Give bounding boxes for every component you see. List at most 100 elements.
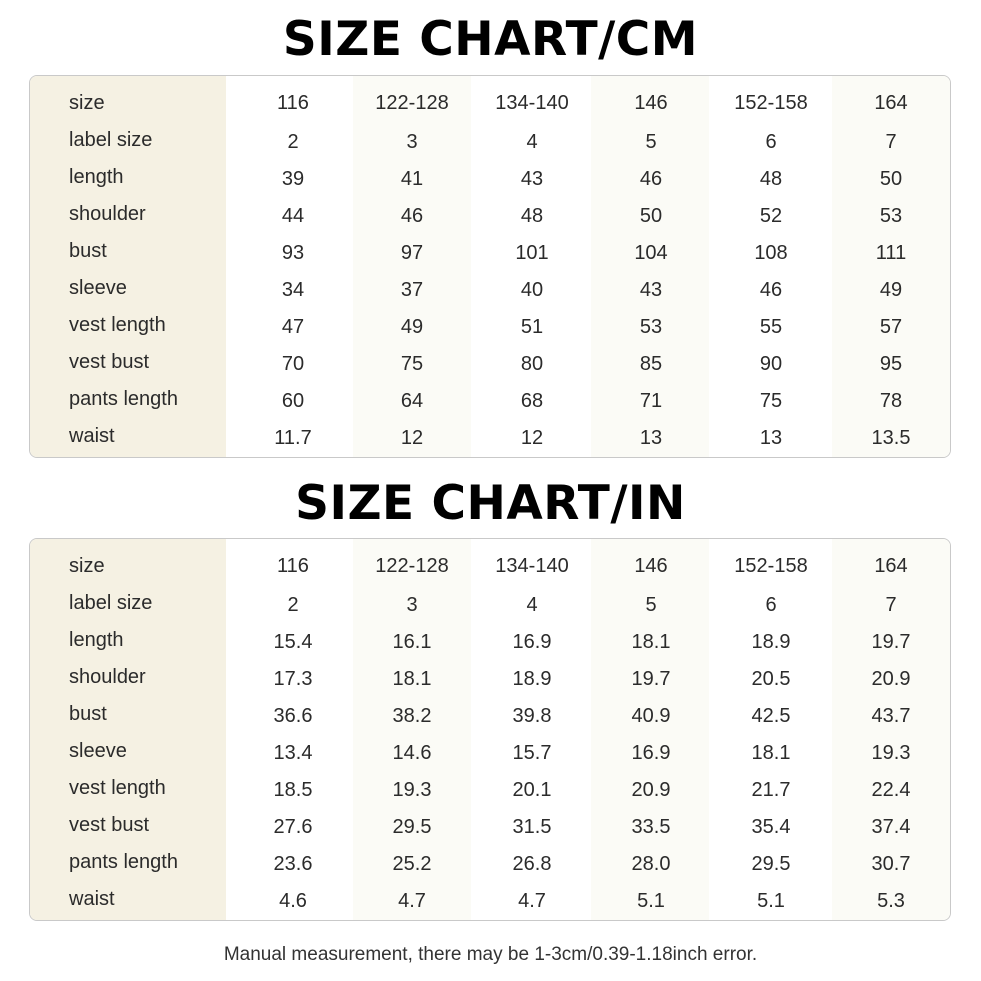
table-cell: 13	[639, 427, 663, 449]
table-cell: 43	[639, 279, 663, 301]
table-cell: 111	[875, 242, 907, 264]
table-cell: 85	[639, 353, 663, 375]
table-cell: 37.4	[871, 816, 911, 838]
table-cell: 3	[406, 594, 418, 616]
table-cell: 13.4	[273, 742, 313, 764]
table-cell: 52	[759, 205, 783, 227]
table-cell: 43	[520, 168, 544, 190]
table-cell: 152-158	[734, 92, 808, 114]
column-shade	[591, 76, 709, 457]
table-cell: 95	[879, 353, 903, 375]
column-shade	[591, 539, 709, 920]
row-label: waist	[69, 888, 115, 910]
table-cell: 60	[281, 390, 305, 412]
label-column-background	[30, 76, 226, 457]
table-cell: 18.1	[392, 668, 432, 690]
table-cell: 46	[400, 205, 424, 227]
table-cell: 70	[281, 353, 305, 375]
table-row: length 39 41 43 46 48 50	[30, 159, 950, 196]
in-chart-title: SIZE CHART/IN	[295, 476, 686, 531]
table-cell: 21.7	[751, 779, 791, 801]
table-row: bust 93 97 101 104 108 111	[30, 233, 950, 270]
table-cell: 4.7	[518, 890, 546, 912]
table-cell: 40.9	[631, 705, 671, 727]
table-cell: 53	[639, 316, 663, 338]
in-table-rows: size 116 122-128 134-140 146 152-158 164 label …	[30, 548, 950, 918]
table-cell: 26.8	[512, 853, 552, 875]
table-cell: 164	[874, 92, 908, 114]
table-row: size 116 122-128 134-140 146 152-158 164	[30, 85, 950, 122]
table-cell: 5	[645, 594, 657, 616]
table-cell: 19.3	[871, 742, 911, 764]
measurement-note: Manual measurement, there may be 1-3cm/0…	[223, 944, 758, 965]
table-cell: 101	[515, 242, 549, 264]
table-cell: 19.7	[871, 631, 911, 653]
table-cell: 36.6	[273, 705, 313, 727]
table-cell: 34	[281, 279, 305, 301]
table-cell: 5	[645, 131, 657, 153]
table-cell: 71	[639, 390, 663, 412]
table-cell: 37	[400, 279, 424, 301]
table-cell: 6	[765, 131, 777, 153]
table-cell: 2	[287, 594, 299, 616]
table-row: bust 36.6 38.2 39.8 40.9 42.5 43.7	[30, 696, 950, 733]
cm-size-table: size 116 122-128 134-140 146 152-158 164 label …	[29, 75, 951, 458]
table-cell: 20.9	[871, 668, 911, 690]
cm-table-rows: size 116 122-128 134-140 146 152-158 164 label …	[30, 85, 950, 455]
table-cell: 22.4	[871, 779, 911, 801]
table-cell: 18.5	[273, 779, 313, 801]
table-cell: 38.2	[392, 705, 432, 727]
table-row: shoulder 44 46 48 50 52 53	[30, 196, 950, 233]
table-cell: 39	[281, 168, 305, 190]
row-label: vest bust	[69, 814, 150, 836]
table-cell: 28.0	[631, 853, 671, 875]
table-cell: 104	[634, 242, 668, 264]
row-label: label size	[69, 129, 153, 151]
table-cell: 33.5	[631, 816, 671, 838]
table-cell: 14.6	[392, 742, 432, 764]
table-cell: 5.1	[757, 890, 785, 912]
table-cell: 15.7	[512, 742, 552, 764]
table-cell: 75	[400, 353, 424, 375]
table-cell: 20.9	[631, 779, 671, 801]
table-cell: 122-128	[375, 555, 449, 577]
table-cell: 11.7	[274, 427, 312, 449]
row-label: pants length	[69, 388, 178, 410]
table-cell: 46	[639, 168, 663, 190]
column-shade	[832, 539, 950, 920]
column-shade	[832, 76, 950, 457]
row-label: shoulder	[69, 666, 146, 688]
table-cell: 50	[639, 205, 663, 227]
table-cell: 93	[281, 242, 305, 264]
table-cell: 4	[526, 131, 538, 153]
table-cell: 25.2	[392, 853, 432, 875]
table-cell: 53	[879, 205, 903, 227]
table-cell: 134-140	[495, 92, 569, 114]
table-cell: 18.1	[631, 631, 671, 653]
table-cell: 80	[520, 353, 544, 375]
table-cell: 4.7	[398, 890, 426, 912]
table-row: waist 4.6 4.7 4.7 5.1 5.1 5.3	[30, 881, 950, 918]
table-cell: 90	[759, 353, 783, 375]
table-cell: 50	[879, 168, 903, 190]
table-cell: 116	[277, 555, 309, 577]
table-cell: 20.1	[512, 779, 552, 801]
table-row: pants length 23.6 25.2 26.8 28.0 29.5 30.7	[30, 844, 950, 881]
table-cell: 16.9	[512, 631, 552, 653]
table-cell: 164	[874, 555, 908, 577]
table-row: length 15.4 16.1 16.9 18.1 18.9 19.7	[30, 622, 950, 659]
row-label: pants length	[69, 851, 178, 873]
table-cell: 6	[765, 594, 777, 616]
table-cell: 41	[400, 168, 424, 190]
table-cell: 29.5	[751, 853, 791, 875]
table-cell: 35.4	[751, 816, 791, 838]
table-cell: 12	[400, 427, 424, 449]
table-cell: 97	[400, 242, 424, 264]
table-row: vest bust 27.6 29.5 31.5 33.5 35.4 37.4	[30, 807, 950, 844]
table-cell: 116	[277, 92, 309, 114]
cm-chart-title: SIZE CHART/CM	[282, 12, 699, 67]
row-label: bust	[69, 240, 107, 262]
row-label: sleeve	[69, 740, 127, 762]
table-cell: 122-128	[375, 92, 449, 114]
